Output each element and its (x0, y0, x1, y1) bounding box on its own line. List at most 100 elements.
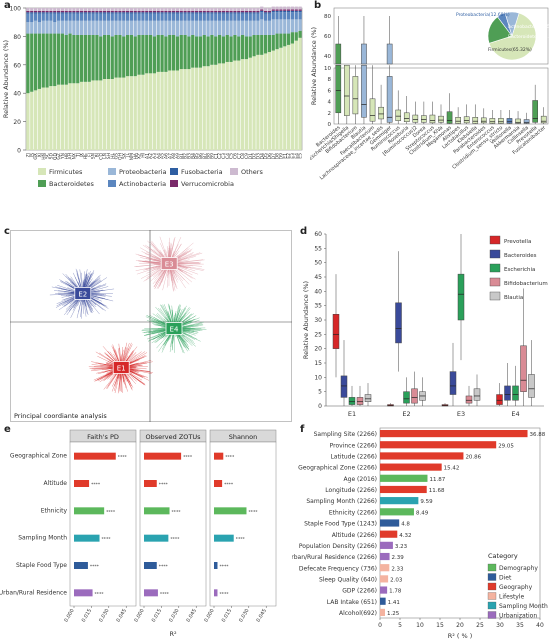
y-tick-label-d: 25 (314, 331, 322, 338)
y-tick-label-b: 10 (324, 66, 331, 72)
bar-segment-a (279, 9, 283, 11)
bar-segment-a (60, 10, 65, 13)
bar-segment-a (125, 76, 130, 150)
bar-segment-a (271, 12, 275, 20)
bar-segment-a (122, 10, 126, 13)
bar-segment-a (45, 20, 49, 34)
bar-segment-a (68, 12, 72, 14)
x-tick-label-a: SD (48, 152, 54, 159)
bar-segment-a (171, 20, 176, 35)
x-tick-label-a: B2 (183, 153, 189, 159)
bar-segment-a (202, 20, 206, 35)
bar-segment-a (141, 8, 145, 11)
legend-label-f: Demography (499, 565, 538, 572)
bar-e (214, 534, 234, 542)
bar-segment-a (202, 13, 206, 21)
bar-segment-a (298, 19, 302, 31)
bar-segment-a (233, 34, 237, 61)
bar-segment-a (68, 33, 72, 84)
bar-segment-a (129, 10, 134, 13)
bar-segment-a (164, 36, 168, 72)
bar-segment-a (152, 10, 157, 13)
bar-segment-a (79, 10, 84, 13)
legend-swatch-d (489, 291, 501, 301)
bar-segment-a (283, 10, 287, 13)
x-tick-label-a: SX (121, 153, 127, 159)
legend-swatch-f (487, 582, 497, 591)
bar-segment-a (125, 10, 130, 13)
bar-segment-a (210, 10, 214, 13)
bar-segment-a (229, 36, 233, 62)
value-label-f: 2.39 (392, 555, 405, 561)
x-tick-label-f: 0 (378, 622, 382, 629)
y-axis-label-d: Relative Abundance (%) (302, 281, 310, 359)
bar-segment-a (198, 20, 203, 37)
chart-e-alpha-diversity: Faith's PD 0.000 0.015 0.030 0.045 **** **** **… (0, 429, 277, 638)
pie-slice-b (488, 12, 537, 61)
bar-segment-a (260, 10, 264, 13)
bar-segment-a (118, 20, 122, 35)
bar-segment-a (95, 34, 99, 81)
bar-segment-a (221, 13, 226, 21)
bar-segment-a (26, 12, 30, 14)
legend-swatch-d (489, 235, 501, 245)
bar-segment-a (79, 12, 84, 14)
bar-segment-a (191, 20, 195, 35)
bar-e (214, 480, 223, 487)
y-tick-label-d: 0 (318, 403, 322, 410)
box-d (449, 371, 457, 395)
y-tick-label-d: 60 (314, 231, 322, 238)
bar-segment-a (206, 13, 210, 21)
value-label-f: 4.8 (401, 522, 410, 528)
bar-segment-a (45, 10, 49, 13)
bar-e (74, 507, 105, 515)
bar-segment-a (102, 13, 107, 21)
significance-label-e: **** (91, 482, 101, 488)
bar-segment-a (148, 8, 153, 11)
bar-segment-a (183, 8, 187, 11)
bar-segment-a (133, 36, 137, 77)
bar-e (74, 562, 88, 569)
bar-segment-a (225, 12, 229, 14)
bar-segment-a (298, 37, 302, 150)
bar-segment-a (26, 22, 30, 34)
bar-segment-a (137, 10, 141, 13)
legend-swatch-f (487, 573, 497, 581)
bar-segment-a (175, 13, 180, 21)
bar-segment-a (91, 20, 95, 35)
x-tick-label-a: BJ (94, 153, 100, 157)
x-tick-label-a: QH (117, 153, 123, 160)
bar-segment-a (160, 10, 164, 13)
bar-segment-a (91, 12, 95, 14)
bar-segment-a (206, 36, 210, 67)
bar-segment-a (183, 69, 187, 150)
bar-segment-a (267, 20, 272, 35)
significance-label-e: **** (219, 591, 229, 597)
bar-segment-a (122, 8, 126, 11)
bar-segment-a (30, 22, 34, 34)
bar-segment-a (133, 20, 137, 37)
bar-segment-a (260, 12, 264, 20)
x-tick-label-e: 0.030 (238, 608, 250, 623)
bar-segment-a (110, 10, 114, 13)
bar-segment-a (64, 13, 68, 21)
x-tick-label-a: B5 (194, 153, 200, 159)
box-b (361, 64, 367, 118)
bar-segment-a (260, 9, 264, 11)
bar-segment-a (68, 13, 72, 21)
bar-f (380, 485, 427, 494)
legend-swatch-f (487, 592, 497, 600)
bar-segment-a (229, 10, 233, 13)
bar-segment-a (99, 36, 103, 81)
bar-segment-a (164, 10, 168, 13)
bar-segment-a (53, 10, 57, 13)
bar-e (144, 562, 157, 569)
bar-label-f: Age (2016) (344, 476, 377, 483)
bar-segment-a (87, 10, 91, 13)
cluster-centroid-c (160, 257, 178, 270)
bar-segment-a (252, 20, 256, 35)
legend-label-f: Urbanization (499, 613, 537, 620)
legend-swatch-f (487, 611, 497, 619)
bar-segment-a (252, 34, 256, 57)
cluster-label-c: E3 (165, 261, 174, 269)
